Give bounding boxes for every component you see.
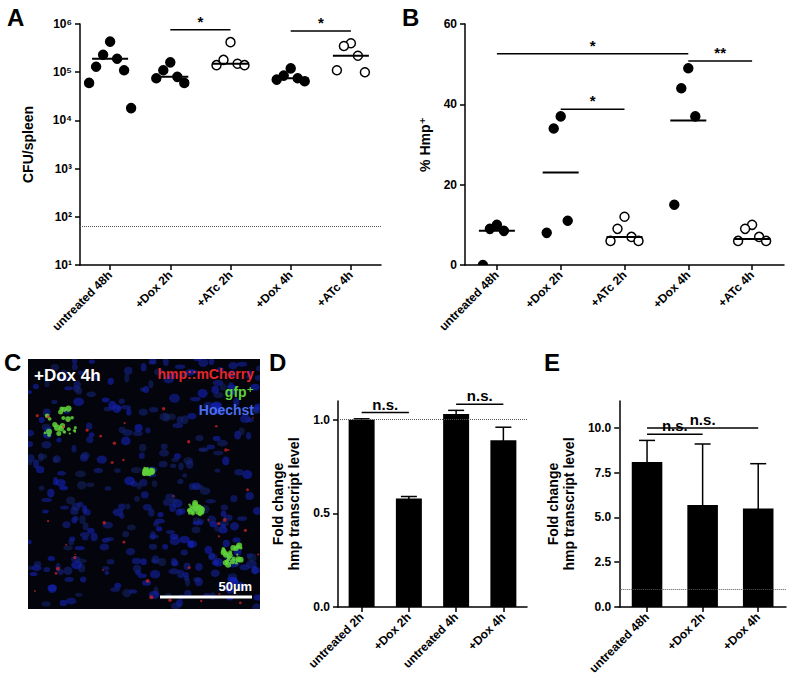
svg-text:0.0: 0.0 bbox=[313, 600, 330, 614]
svg-text:2.5: 2.5 bbox=[595, 555, 612, 569]
svg-text:A: A bbox=[7, 4, 24, 31]
svg-text:Fold change: Fold change bbox=[545, 463, 561, 546]
svg-text:+Dox 2h: +Dox 2h bbox=[523, 268, 566, 311]
svg-text:20: 20 bbox=[444, 178, 458, 192]
svg-text:50µm: 50µm bbox=[218, 579, 252, 594]
svg-text:+Dox 4h: +Dox 4h bbox=[720, 610, 763, 653]
svg-text:B: B bbox=[402, 4, 419, 31]
svg-text:*: * bbox=[318, 14, 324, 31]
svg-text:+ATc 4h: +ATc 4h bbox=[715, 268, 757, 310]
svg-text:untreated 4h: untreated 4h bbox=[400, 610, 461, 671]
svg-text:Fold change: Fold change bbox=[270, 463, 286, 546]
svg-text:60: 60 bbox=[444, 17, 458, 31]
svg-text:+Dox 2h: +Dox 2h bbox=[664, 610, 707, 653]
svg-text:gfp⁺: gfp⁺ bbox=[225, 384, 254, 400]
svg-text:hmp transcript level: hmp transcript level bbox=[561, 437, 577, 570]
svg-text:Hoechst: Hoechst bbox=[199, 402, 255, 418]
svg-text:+Dox 2h: +Dox 2h bbox=[132, 268, 175, 311]
svg-text:10⁴: 10⁴ bbox=[53, 113, 72, 127]
html-text:C: C bbox=[4, 349, 22, 376]
svg-text:+ATc 2h: +ATc 2h bbox=[194, 268, 236, 310]
svg-text:+Dox 4h: +Dox 4h bbox=[253, 268, 296, 311]
svg-text:10⁵: 10⁵ bbox=[53, 65, 72, 79]
svg-text:+Dox 4h: +Dox 4h bbox=[650, 268, 693, 311]
svg-text:5.0: 5.0 bbox=[595, 510, 612, 524]
svg-text:10²: 10² bbox=[55, 210, 72, 224]
svg-text:*: * bbox=[197, 13, 203, 30]
svg-text:0.0: 0.0 bbox=[595, 600, 612, 614]
svg-text:40: 40 bbox=[444, 97, 458, 111]
svg-text:E: E bbox=[544, 349, 560, 376]
svg-text:hmp transcript level: hmp transcript level bbox=[286, 437, 302, 570]
svg-text:*: * bbox=[590, 92, 596, 109]
svg-text:+ATc 4h: +ATc 4h bbox=[314, 268, 356, 310]
svg-text:% Hmp⁺: % Hmp⁺ bbox=[417, 117, 433, 172]
svg-text:n.s.: n.s. bbox=[467, 387, 493, 404]
svg-text:7.5: 7.5 bbox=[595, 466, 612, 480]
svg-text:0.5: 0.5 bbox=[313, 506, 330, 520]
svg-text:10.0: 10.0 bbox=[588, 421, 612, 435]
svg-text:0: 0 bbox=[450, 258, 457, 272]
svg-text:untreated 48h: untreated 48h bbox=[587, 610, 652, 675]
svg-text:D: D bbox=[269, 349, 286, 376]
svg-text:untreated 48h: untreated 48h bbox=[436, 268, 501, 333]
svg-text:n.s.: n.s. bbox=[690, 411, 716, 428]
svg-text:**: ** bbox=[714, 44, 726, 61]
svg-text:10³: 10³ bbox=[55, 162, 72, 176]
svg-text:+ATc 2h: +ATc 2h bbox=[588, 268, 630, 310]
svg-text:*: * bbox=[590, 37, 596, 54]
svg-text:10¹: 10¹ bbox=[55, 258, 72, 272]
svg-text:+Dox 2h: +Dox 2h bbox=[371, 610, 414, 653]
svg-text:untreated 48h: untreated 48h bbox=[50, 268, 115, 333]
svg-text:untreated 2h: untreated 2h bbox=[306, 610, 367, 671]
svg-text:CFU/spleen: CFU/spleen bbox=[20, 106, 36, 183]
svg-text:1.0: 1.0 bbox=[313, 413, 330, 427]
svg-text:n.s.: n.s. bbox=[372, 396, 398, 413]
svg-text:hmp::mCherry: hmp::mCherry bbox=[158, 366, 255, 382]
svg-text:10⁶: 10⁶ bbox=[53, 17, 72, 31]
svg-text:+Dox 4h: +Dox 4h bbox=[465, 610, 508, 653]
svg-text:+Dox 4h: +Dox 4h bbox=[34, 366, 101, 385]
svg-text:n.s.: n.s. bbox=[662, 417, 688, 434]
